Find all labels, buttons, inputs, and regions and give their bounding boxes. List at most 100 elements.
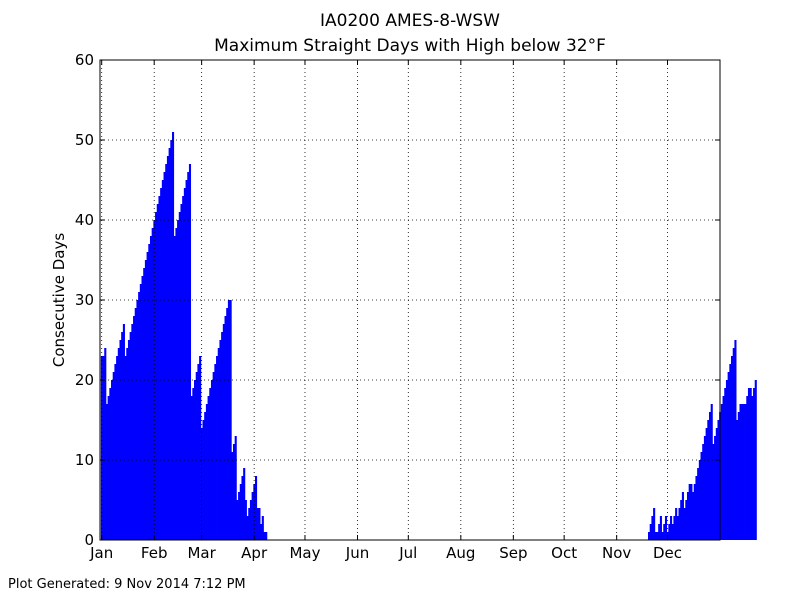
bar-day-362 <box>712 444 715 540</box>
x-tick-label-apr: Apr <box>241 544 268 562</box>
bar-day-95 <box>260 524 263 540</box>
bar-day-25 <box>141 276 144 540</box>
bar-day-28 <box>146 252 149 540</box>
bar-day-368 <box>722 396 725 540</box>
y-tick-label: 30 <box>75 291 94 309</box>
bar-day-353 <box>697 468 700 540</box>
x-tick-label-jan: Jan <box>89 544 113 562</box>
bar-day-377 <box>737 412 740 540</box>
bar-day-354 <box>698 460 701 540</box>
bar-day-6 <box>109 388 112 540</box>
bar-day-333 <box>663 524 666 540</box>
bar-day-364 <box>715 428 718 540</box>
bar-day-51 <box>185 180 188 540</box>
bar-day-50 <box>183 188 186 540</box>
bar-day-334 <box>664 516 668 540</box>
bar-day-349 <box>690 484 693 540</box>
bar-day-27 <box>144 260 147 540</box>
bar-day-384 <box>749 388 752 540</box>
bar-day-22 <box>136 300 139 540</box>
bar-day-380 <box>742 404 745 540</box>
bar-day-345 <box>683 508 686 540</box>
bar-day-85 <box>243 468 246 540</box>
bar-day-369 <box>724 388 727 540</box>
bar-day-98 <box>265 532 268 540</box>
y-tick-label: 50 <box>75 131 94 149</box>
bar-day-36 <box>160 188 163 540</box>
bar-day-387 <box>754 380 757 540</box>
bar-day-96 <box>261 516 264 540</box>
bar-day-373 <box>731 356 734 540</box>
bar-day-343 <box>680 500 683 540</box>
bar-day-331 <box>659 516 662 540</box>
bar-day-53 <box>188 164 192 540</box>
bar-day-71 <box>219 340 222 540</box>
x-tick-label-may: May <box>289 544 320 562</box>
bar-day-83 <box>239 484 242 540</box>
bar-day-88 <box>248 508 251 540</box>
bar-day-73 <box>222 324 225 540</box>
chart-subtitle: Maximum Straight Days with High below 32… <box>214 36 606 56</box>
bar-day-69 <box>216 356 219 540</box>
bar-day-370 <box>725 380 729 540</box>
bar-day-386 <box>753 388 756 540</box>
bar-day-30 <box>149 236 153 540</box>
bar-day-48 <box>180 204 183 540</box>
bar-day-359 <box>707 420 710 540</box>
bar-day-350 <box>692 492 695 540</box>
bar-day-57 <box>195 372 198 540</box>
bar-day-360 <box>708 412 712 540</box>
bar-day-46 <box>177 220 180 540</box>
bar-day-87 <box>246 516 249 540</box>
bar-day-372 <box>729 364 732 540</box>
bar-day-385 <box>751 396 754 540</box>
bar-day-376 <box>736 420 739 540</box>
y-tick-label: 40 <box>75 211 94 229</box>
bar-day-90 <box>251 492 254 540</box>
bar-day-340 <box>675 508 678 540</box>
bar-day-339 <box>673 516 676 540</box>
bar-day-55 <box>192 388 195 540</box>
bar-day-336 <box>668 524 671 540</box>
bar-day-15 <box>124 356 127 540</box>
bar-day-77 <box>229 300 232 540</box>
bar-day-94 <box>258 508 261 540</box>
bar-day-19 <box>131 324 134 540</box>
bar-day-84 <box>241 476 244 540</box>
bar-day-352 <box>695 476 698 540</box>
bar-day-347 <box>686 492 690 540</box>
bar-day-20 <box>133 316 136 540</box>
bar-day-38 <box>163 172 166 540</box>
bar-day-78 <box>231 452 234 540</box>
x-tick-label-jun: Jun <box>345 544 369 562</box>
bar-day-328 <box>654 532 657 540</box>
bar-day-346 <box>685 500 688 540</box>
bar-day-10 <box>116 356 119 540</box>
bar-day-97 <box>263 532 266 540</box>
bar-day-351 <box>693 484 696 540</box>
bar-day-65 <box>209 388 212 540</box>
bar-day-17 <box>127 340 131 540</box>
bar-day-325 <box>649 524 652 540</box>
bar-day-70 <box>217 348 220 540</box>
bar-day-52 <box>187 172 190 540</box>
bar-day-42 <box>170 140 173 540</box>
bar-day-39 <box>165 164 168 540</box>
bar-day-76 <box>227 300 230 540</box>
bar-day-93 <box>256 508 259 540</box>
chart-title: IA0200 AMES-8-WSW <box>320 11 500 31</box>
bar-day-375 <box>734 340 737 540</box>
bar-day-365 <box>717 420 720 540</box>
bar-day-64 <box>207 396 210 540</box>
bar-day-374 <box>732 348 735 540</box>
bar-day-74 <box>224 316 227 540</box>
bar-day-363 <box>714 436 717 540</box>
plot-generated-footer: Plot Generated: 9 Nov 2014 7:12 PM <box>8 577 246 592</box>
bar-day-79 <box>232 444 236 540</box>
bar-day-342 <box>678 508 681 540</box>
bar-day-58 <box>197 364 200 540</box>
bar-day-33 <box>155 212 158 540</box>
bar-day-43 <box>171 132 175 540</box>
bar-day-324 <box>648 532 651 540</box>
bar-day-14 <box>122 324 125 540</box>
